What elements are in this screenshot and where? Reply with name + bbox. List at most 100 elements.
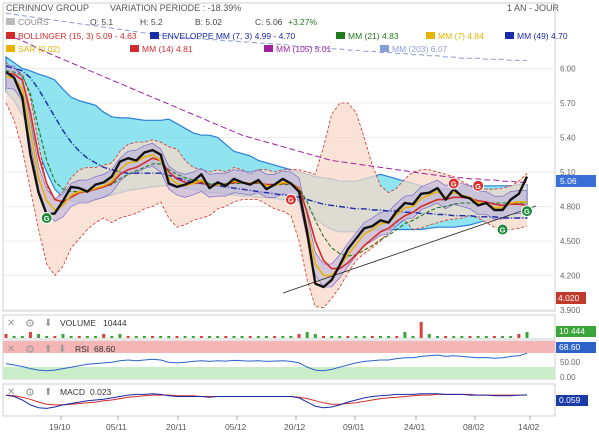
legend-swatch [336,32,345,39]
rsi-panel-toolbar: ✕ ⚙ ⬆ ⬇ RSI 68.60 [7,344,116,356]
rsi-axis: 50.00 0.00 [560,358,581,382]
ohlc-row: COURS O: 5.1 H: 5.2 B: 5.02 C: 5.06 +3.2… [6,17,318,27]
volume-bar [281,336,285,338]
company-name: CERINNOV GROUP [6,3,89,13]
volume-bar [476,336,480,338]
close-panel-icon[interactable]: ✕ [7,344,15,355]
macd-badge: 0.059 [556,395,588,406]
legend-item: MM (7) 4.84 [426,31,484,41]
open-value: O: 5.1 [90,17,113,27]
volume-bar [216,336,220,338]
macd-badge-text: 0.059 [559,395,581,405]
arrow-up-icon[interactable]: ⬆ [44,344,52,355]
legend-label: MM (21) 4.83 [348,31,399,41]
period-label[interactable]: 1 AN - JOUR [507,3,560,13]
arrow-down-icon[interactable]: ⬇ [58,344,66,355]
volume-bar [265,336,268,338]
buy-signal-marker: G [521,205,533,218]
signal-letter: G [44,214,50,223]
bollinger-upper-line [5,62,528,201]
volume-bar [313,334,317,338]
volume-bar [183,336,187,338]
volume-bar [346,336,350,338]
close-panel-icon[interactable]: ✕ [7,387,15,398]
volume-bar [501,336,505,338]
rsi-overbought-band [3,341,555,353]
volume-bar [199,336,203,338]
volume-bar [191,336,195,338]
volume-bar [525,332,529,338]
volume-bar [118,334,122,338]
gear-icon[interactable]: ⚙ [25,318,35,330]
signal-dot [40,212,53,224]
price-tick-label: 6.00 [560,65,576,74]
volume-bar [321,336,325,338]
sell-signal-marker: G [472,179,485,192]
volume-panel [2,314,556,340]
price-line [5,71,529,289]
volume-bar [452,336,456,338]
volume-bar [240,336,244,338]
legend-item: MM (203) 6.07 [380,44,448,54]
low-value: B: 5.02 [195,17,222,27]
volume-bar [403,332,407,338]
low-price-badge: 4.020 [556,292,586,304]
legend-item: MM (21) 4.83 [336,31,399,41]
buy-signal-marker: G [40,212,53,224]
signal-letter: G [475,182,481,191]
price-tick-label: 5.70 [560,99,576,108]
rsi-badge-text: 68.60 [559,342,581,352]
signal-letter: G [500,226,506,235]
volume-bar [167,336,171,338]
x-tick-label: 05/11 [106,422,127,432]
mm49-line [5,65,527,219]
macd-line [5,393,528,409]
high-value: H: 5.2 [140,17,163,27]
x-tick-label: 24/01 [404,422,426,432]
signal-letter: G [524,207,530,216]
legend-swatch [380,45,389,52]
volume-bar [142,336,146,338]
volume-bar [419,322,423,338]
legend-swatch [426,32,435,39]
signal-dot [496,223,509,236]
x-tick-label: 20/11 [166,422,187,432]
gear-icon[interactable]: ⚙ [25,387,35,399]
current-price-text: 5.06 [560,176,577,186]
volume-value: 10444 [103,318,127,328]
legend-swatch [130,45,139,52]
arrow-down-icon[interactable]: ⬇ [44,318,52,329]
volume-bar [305,332,309,338]
legend-label: MM (203) 6.07 [392,44,448,54]
rsi-badge: 68.60 [556,342,596,353]
gear-icon[interactable]: ⚙ [25,344,35,356]
close-panel-icon[interactable]: ✕ [7,318,15,329]
volume-bar [232,336,236,338]
signal-dot [447,177,460,190]
legend-item: ENVELOPPE MM (7, 3) 4.99 - 4.70 [150,31,295,41]
close-value: C: 5.06 [255,17,283,27]
indicator-legend: BOLLINGER (15, 3) 5.09 - 4.63 ENVELOPPE M… [6,31,568,54]
period-variation: VARIATION PERIODE : -18.39% [110,3,241,13]
volume-bar [85,336,89,338]
mm105-line [5,33,527,183]
x-tick-label: 19/10 [49,422,71,432]
volume-bar [102,334,106,338]
volume-bar [362,336,366,338]
date-axis: 19/10 05/11 20/11 05/12 20/12 09/01 24/01 08/02… [49,416,540,432]
rsi-value: 68.60 [94,344,116,354]
rsi-polyline [5,352,528,372]
legend-swatch [505,32,514,39]
volume-bar [224,336,228,338]
cours-label: COURS [18,17,49,27]
volume-bar [159,336,163,338]
volume-bar [509,336,513,338]
volume-bar [484,336,488,338]
arrow-up-icon[interactable]: ⬆ [44,387,52,398]
macd-panel-toolbar: ✕ ⚙ ⬆ MACD 0.023 [7,387,112,399]
volume-bar [256,336,260,338]
signal-dot [521,205,533,218]
legend-label: SAR (0.02) [18,44,60,54]
volume-bar [94,336,98,338]
x-tick-label: 20/12 [284,422,306,432]
